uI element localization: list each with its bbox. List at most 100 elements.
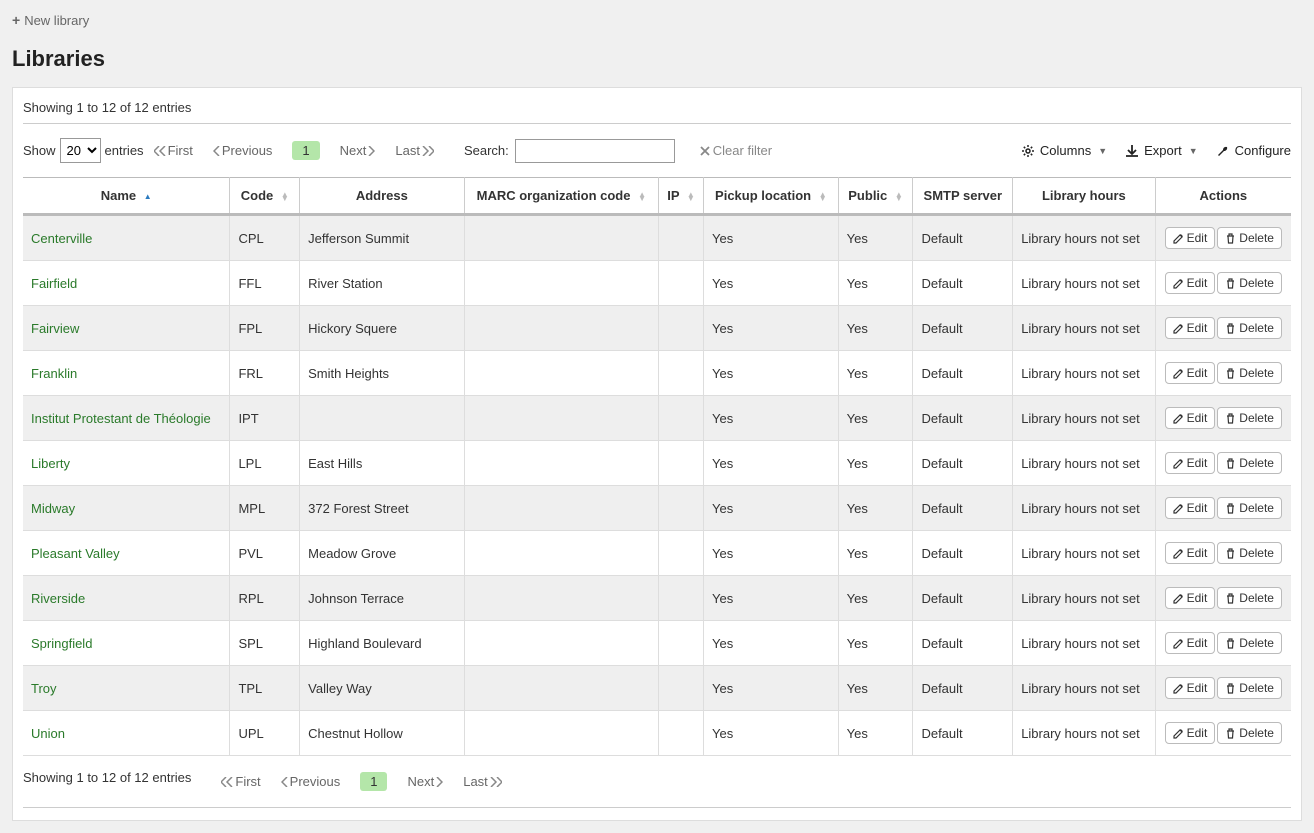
- cell-address: Jefferson Summit: [300, 215, 464, 261]
- pencil-icon: [1173, 728, 1184, 739]
- cell-ip: [659, 351, 704, 396]
- header-ip[interactable]: IP ▲▼: [659, 178, 704, 215]
- cell-smtp: Default: [913, 306, 1013, 351]
- trash-icon: [1225, 503, 1236, 514]
- delete-button[interactable]: Delete: [1217, 227, 1282, 249]
- pager-previous[interactable]: Previous: [213, 143, 273, 158]
- entries-info-bottom: Showing 1 to 12 of 12 entries: [23, 770, 191, 785]
- cell-actions: EditDelete: [1155, 576, 1291, 621]
- clear-filter[interactable]: Clear filter: [700, 143, 772, 158]
- trash-icon: [1225, 323, 1236, 334]
- library-name-link[interactable]: Franklin: [31, 366, 77, 381]
- edit-button[interactable]: Edit: [1165, 362, 1216, 384]
- library-name-link[interactable]: Springfield: [31, 636, 92, 651]
- delete-button[interactable]: Delete: [1217, 497, 1282, 519]
- library-name-link[interactable]: Fairfield: [31, 276, 77, 291]
- delete-button[interactable]: Delete: [1217, 677, 1282, 699]
- columns-button[interactable]: Columns ▼: [1021, 143, 1107, 158]
- pager-next[interactable]: Next: [340, 143, 376, 158]
- pager-last[interactable]: Last: [395, 143, 434, 158]
- delete-button[interactable]: Delete: [1217, 317, 1282, 339]
- pager-bottom: First Previous 1 Next Last: [221, 772, 501, 791]
- cell-pickup: Yes: [704, 261, 839, 306]
- edit-button[interactable]: Edit: [1165, 227, 1216, 249]
- cell-actions: EditDelete: [1155, 486, 1291, 531]
- header-pickup[interactable]: Pickup location ▲▼: [704, 178, 839, 215]
- edit-button[interactable]: Edit: [1165, 722, 1216, 744]
- header-code[interactable]: Code ▲▼: [230, 178, 300, 215]
- configure-button[interactable]: Configure: [1216, 143, 1291, 158]
- header-marc[interactable]: MARC organization code ▲▼: [464, 178, 658, 215]
- cell-code: PVL: [230, 531, 300, 576]
- delete-button[interactable]: Delete: [1217, 407, 1282, 429]
- entries-info-top: Showing 1 to 12 of 12 entries: [23, 100, 1291, 115]
- library-name-link[interactable]: Liberty: [31, 456, 70, 471]
- delete-button[interactable]: Delete: [1217, 722, 1282, 744]
- sort-icon: ▲▼: [638, 193, 646, 201]
- header-address[interactable]: Address: [300, 178, 464, 215]
- sort-icon: ▲▼: [819, 193, 827, 201]
- cell-address: Highland Boulevard: [300, 621, 464, 666]
- chevron-right-icon: [368, 146, 375, 156]
- cell-marc: [464, 621, 658, 666]
- library-name-link[interactable]: Troy: [31, 681, 57, 696]
- edit-button[interactable]: Edit: [1165, 632, 1216, 654]
- library-name-link[interactable]: Midway: [31, 501, 75, 516]
- library-name-link[interactable]: Riverside: [31, 591, 85, 606]
- library-name-link[interactable]: Institut Protestant de Théologie: [31, 411, 211, 426]
- pager-first-bottom[interactable]: First: [221, 774, 260, 789]
- cell-ip: [659, 261, 704, 306]
- pager-first[interactable]: First: [154, 143, 193, 158]
- cell-address: Chestnut Hollow: [300, 711, 464, 756]
- cell-pickup: Yes: [704, 396, 839, 441]
- edit-button[interactable]: Edit: [1165, 272, 1216, 294]
- delete-button[interactable]: Delete: [1217, 362, 1282, 384]
- edit-button[interactable]: Edit: [1165, 587, 1216, 609]
- search-wrap: Search:: [464, 139, 675, 163]
- header-smtp[interactable]: SMTP server: [913, 178, 1013, 215]
- library-name-link[interactable]: Centerville: [31, 231, 92, 246]
- edit-button[interactable]: Edit: [1165, 407, 1216, 429]
- cell-code: UPL: [230, 711, 300, 756]
- pencil-icon: [1173, 278, 1184, 289]
- cell-address: Smith Heights: [300, 351, 464, 396]
- delete-button[interactable]: Delete: [1217, 542, 1282, 564]
- pager-next-bottom[interactable]: Next: [407, 774, 443, 789]
- edit-button[interactable]: Edit: [1165, 497, 1216, 519]
- header-name[interactable]: Name ▲: [23, 178, 230, 215]
- pager-previous-bottom[interactable]: Previous: [281, 774, 341, 789]
- library-name-link[interactable]: Fairview: [31, 321, 79, 336]
- trash-icon: [1225, 728, 1236, 739]
- pager-current-bottom[interactable]: 1: [360, 772, 387, 791]
- edit-button[interactable]: Edit: [1165, 542, 1216, 564]
- cell-smtp: Default: [913, 531, 1013, 576]
- search-label: Search:: [464, 143, 509, 158]
- delete-button[interactable]: Delete: [1217, 632, 1282, 654]
- header-public[interactable]: Public ▲▼: [838, 178, 913, 215]
- delete-button[interactable]: Delete: [1217, 272, 1282, 294]
- cell-actions: EditDelete: [1155, 666, 1291, 711]
- pager-current[interactable]: 1: [292, 141, 319, 160]
- delete-button[interactable]: Delete: [1217, 452, 1282, 474]
- toolbar-right: Columns ▼ Export ▼ Configure: [1021, 143, 1291, 158]
- pager-last-bottom[interactable]: Last: [463, 774, 502, 789]
- edit-button[interactable]: Edit: [1165, 317, 1216, 339]
- library-name-link[interactable]: Union: [31, 726, 65, 741]
- caret-down-icon: ▼: [1098, 146, 1107, 156]
- chevron-left-icon: [281, 777, 288, 787]
- export-button[interactable]: Export ▼: [1125, 143, 1198, 158]
- footer-row: Showing 1 to 12 of 12 entries First Prev…: [23, 770, 1291, 793]
- new-library-link[interactable]: + New library: [12, 12, 89, 28]
- search-input[interactable]: [515, 139, 675, 163]
- header-hours[interactable]: Library hours: [1013, 178, 1155, 215]
- cell-ip: [659, 666, 704, 711]
- pencil-icon: [1173, 233, 1184, 244]
- entries-select[interactable]: 20: [60, 138, 101, 163]
- edit-button[interactable]: Edit: [1165, 452, 1216, 474]
- delete-button[interactable]: Delete: [1217, 587, 1282, 609]
- edit-button[interactable]: Edit: [1165, 677, 1216, 699]
- libraries-panel: Showing 1 to 12 of 12 entries Show 20 en…: [12, 87, 1302, 821]
- library-name-link[interactable]: Pleasant Valley: [31, 546, 120, 561]
- cell-smtp: Default: [913, 261, 1013, 306]
- wrench-icon: [1216, 144, 1230, 158]
